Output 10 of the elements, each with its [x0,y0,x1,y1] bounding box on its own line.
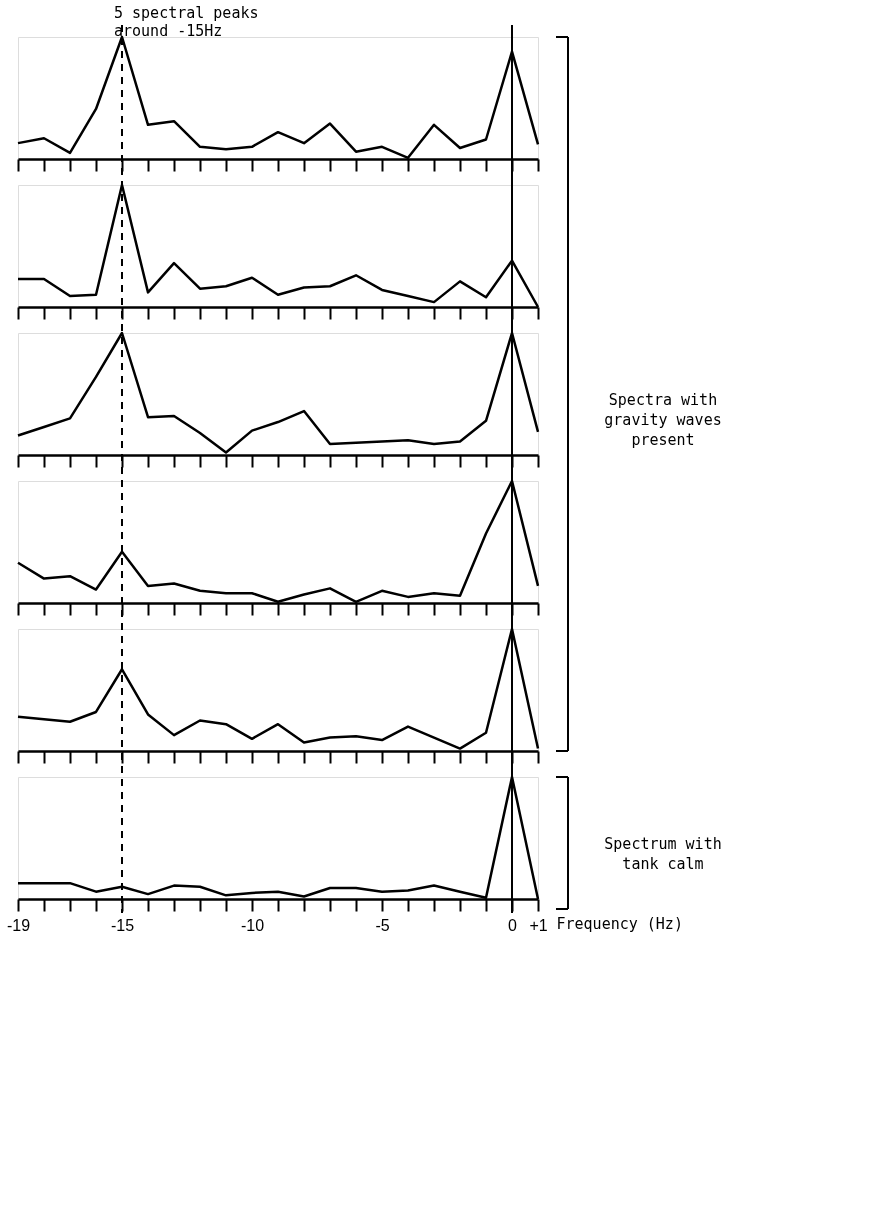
x-tick-label: -15 [110,916,135,934]
x-tick-label: -19 [6,916,31,934]
ref-line-label: 5 spectral peaks around -15Hz [114,4,259,40]
x-tick-label: -10 [240,916,265,934]
x-tick-label: +1 [529,916,548,934]
text: Spectra with gravity waves present [604,391,722,450]
x-axis-title: Frequency (Hz) [556,914,683,933]
x-tick-label: 0 [508,916,518,934]
x-tick-label: -5 [375,916,390,934]
text: Spectrum with tank calm [604,835,722,874]
